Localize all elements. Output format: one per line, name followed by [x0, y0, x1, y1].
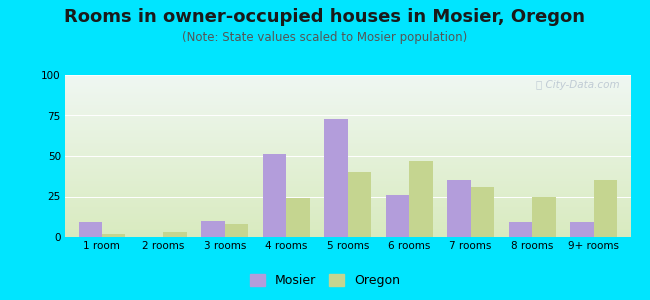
- Bar: [593, 180, 617, 237]
- Text: (Note: State values scaled to Mosier population): (Note: State values scaled to Mosier pop…: [183, 32, 467, 44]
- Bar: [532, 196, 556, 237]
- Text: Ⓜ City-Data.com: Ⓜ City-Data.com: [536, 80, 619, 90]
- Bar: [163, 232, 187, 237]
- Bar: [570, 222, 593, 237]
- Bar: [348, 172, 371, 237]
- Bar: [102, 234, 125, 237]
- Bar: [509, 222, 532, 237]
- Bar: [79, 222, 102, 237]
- Text: Rooms in owner-occupied houses in Mosier, Oregon: Rooms in owner-occupied houses in Mosier…: [64, 8, 586, 26]
- Bar: [324, 119, 348, 237]
- Bar: [263, 154, 286, 237]
- Bar: [410, 161, 433, 237]
- Bar: [225, 224, 248, 237]
- Bar: [447, 180, 471, 237]
- Bar: [286, 198, 309, 237]
- Bar: [386, 195, 410, 237]
- Bar: [471, 187, 494, 237]
- Bar: [202, 221, 225, 237]
- Legend: Mosier, Oregon: Mosier, Oregon: [245, 269, 405, 292]
